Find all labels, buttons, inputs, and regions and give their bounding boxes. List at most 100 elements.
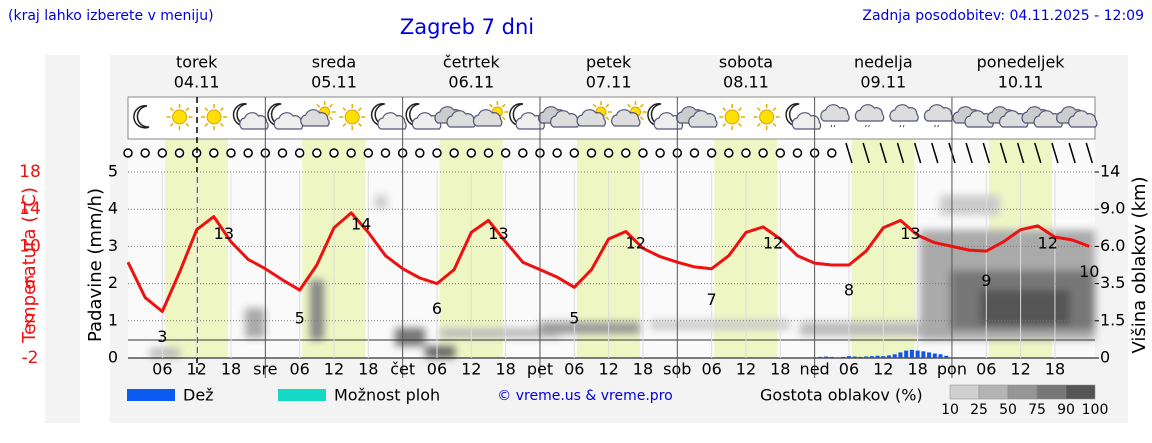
sun (344, 109, 360, 125)
rain-bar (904, 350, 909, 358)
weather-icon (753, 104, 780, 130)
calm (432, 148, 442, 158)
x-tick-label: pet (527, 360, 553, 379)
rain-bar (915, 350, 920, 358)
precip-tick-label: 4 (108, 199, 118, 218)
extreme-label: 9 (981, 271, 991, 290)
x-tick-label: 06 (839, 360, 859, 379)
weather-icon: ’’ (889, 104, 919, 135)
density-tick-label: 50 (999, 402, 1017, 418)
weather-icon (166, 104, 193, 130)
density-tick-label: 10 (941, 402, 959, 418)
weather-icon (719, 104, 746, 130)
moon (133, 105, 150, 129)
wind-barb (879, 142, 888, 164)
cloud (611, 109, 641, 127)
x-tick-label: 06 (289, 360, 309, 379)
rain-bar (824, 356, 829, 358)
ray (169, 122, 174, 127)
day-name: četrtek (443, 53, 501, 72)
rain-bar (881, 356, 886, 358)
cloud (239, 112, 269, 130)
calm (569, 148, 580, 158)
weather-icon (434, 106, 476, 128)
calm (294, 148, 305, 158)
weather-icon (952, 106, 994, 128)
calm (243, 148, 253, 158)
cloud-tick-label: 0 (1100, 348, 1110, 367)
calm (638, 148, 648, 158)
rain-bar (892, 354, 897, 358)
x-tick-label: 12 (598, 360, 618, 379)
wind-barb (862, 142, 870, 164)
calm (518, 148, 528, 158)
ray (639, 103, 644, 108)
calm (346, 148, 356, 158)
wind-barb (982, 142, 991, 164)
cloud (688, 110, 718, 128)
precip-tick-label: 5 (108, 162, 118, 181)
ray (358, 122, 362, 127)
precip-tick-label: 0 (108, 348, 118, 367)
calm (226, 148, 236, 158)
rain-bar (841, 356, 846, 358)
weather-icon (611, 101, 647, 127)
day-date: 09.11 (860, 73, 906, 92)
cloud-tick-label: 6.0 (1100, 236, 1125, 255)
day-date: 06.11 (448, 73, 494, 92)
drops: ’’ (864, 124, 870, 135)
weather-icon: ’’ (854, 104, 885, 135)
wind-barb (1016, 142, 1025, 164)
wind-barb (965, 142, 973, 164)
cloud (377, 112, 407, 130)
cloud (889, 104, 919, 122)
weather-icon (232, 103, 269, 130)
x-tick-label: 12 (324, 360, 344, 379)
calm (603, 148, 614, 158)
ray (605, 103, 610, 108)
temperature-line (126, 211, 1090, 313)
ray (185, 107, 190, 112)
ray (169, 107, 174, 112)
day-name: nedelja (854, 53, 913, 72)
precip-tick-label: 2 (108, 273, 118, 292)
ray (204, 122, 209, 127)
rain-bar (829, 356, 834, 358)
wind-row (123, 142, 1093, 164)
ray (722, 107, 727, 112)
calm (363, 148, 374, 158)
x-tick-label: pon (937, 360, 967, 379)
ray (737, 122, 742, 127)
calm (312, 148, 322, 158)
sun (724, 109, 740, 125)
rain-bar (852, 356, 857, 358)
rain-bar (835, 357, 840, 358)
weather-icon (986, 106, 1029, 128)
ray (737, 107, 742, 112)
weather-icon (785, 103, 822, 130)
x-tick-label: sre (253, 360, 277, 379)
weather-icon (370, 103, 407, 130)
calm (466, 148, 477, 158)
rain-bar (869, 356, 874, 358)
rain-bar (864, 356, 869, 358)
calm (380, 148, 391, 158)
extreme-label: 5 (569, 308, 579, 327)
x-tick-label: 12 (186, 360, 206, 379)
ray (627, 103, 632, 108)
cloud-axis-title: Višina oblakov (km) (1129, 176, 1150, 353)
extreme-label: 7 (707, 290, 717, 309)
calm (209, 148, 219, 158)
extreme-label: 5 (295, 308, 305, 327)
weather-icon: ’’ (820, 104, 850, 135)
weather-icon (201, 104, 228, 130)
weather-icon (576, 101, 612, 127)
sun (759, 109, 775, 125)
day-name: petek (586, 53, 632, 72)
x-tick-label: 06 (564, 360, 584, 379)
wind-barb (1051, 142, 1059, 164)
extreme-label: 10 (1079, 262, 1099, 281)
extreme-label: 13 (214, 224, 234, 243)
wind-barb (1034, 142, 1042, 164)
wind-barb (845, 142, 853, 164)
